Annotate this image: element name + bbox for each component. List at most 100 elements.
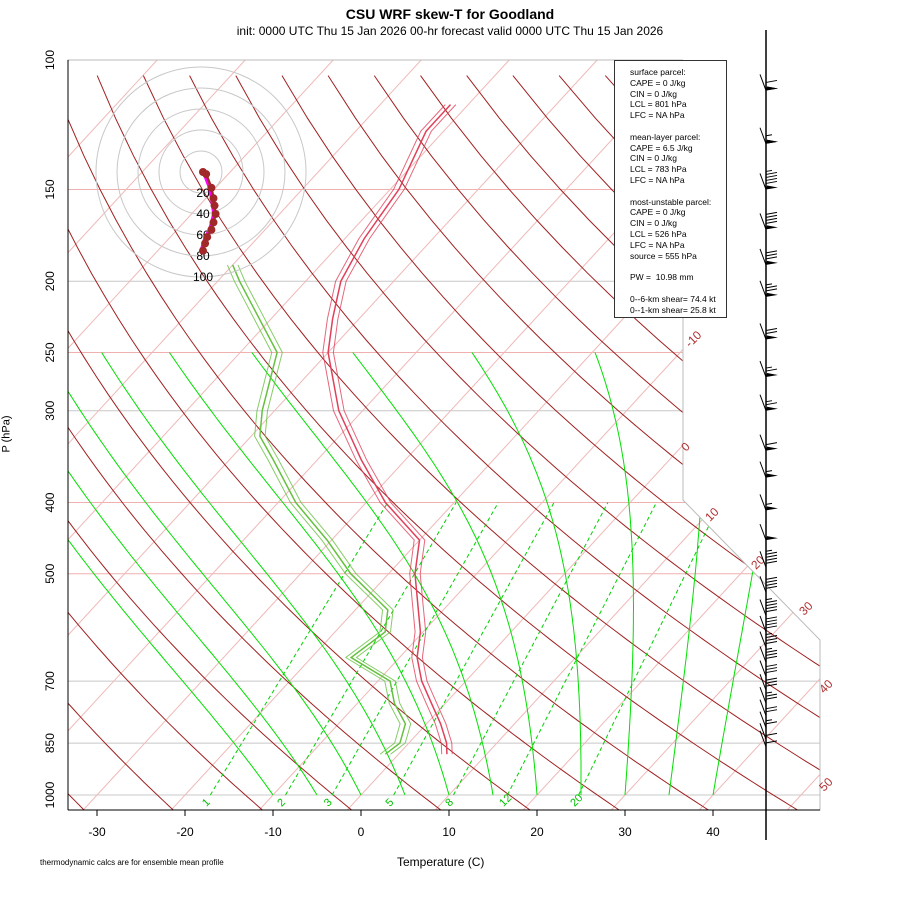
- barb-flag: [766, 335, 778, 340]
- mixing-ratio-label: 8: [443, 796, 456, 809]
- pressure-tick-label: 200: [43, 271, 57, 291]
- barb-feather: [765, 680, 778, 684]
- isotherm: [786, 60, 820, 810]
- temperature-member-line: [332, 104, 457, 755]
- mixing-ratio-label: 5: [384, 796, 397, 809]
- barb-half-feather: [765, 134, 773, 137]
- barb-shaft: [759, 523, 767, 541]
- hodograph-ring: [116, 87, 286, 257]
- barb-feather: [765, 402, 778, 406]
- barb-shaft: [759, 576, 767, 593]
- isotherm-label: -10: [682, 328, 704, 350]
- isotherm-label: 50: [816, 775, 836, 795]
- barb-feather: [765, 560, 778, 564]
- barb-feather: [765, 217, 778, 221]
- pressure-tick-label: 850: [43, 733, 57, 753]
- isotherm: [610, 60, 820, 810]
- barb-half-feather: [765, 502, 773, 505]
- info-line: LCL = 783 hPa: [630, 164, 687, 175]
- moist-adiabat: [352, 352, 538, 796]
- dry-adiabat: [327, 75, 820, 810]
- barb-feather: [765, 625, 778, 629]
- barb-feather: [765, 649, 778, 653]
- barb-shaft: [759, 173, 767, 190]
- wind-barb: [759, 576, 778, 593]
- barb-half-feather: [765, 169, 773, 172]
- barb-feather: [765, 551, 778, 555]
- barb-feather: [765, 740, 778, 744]
- wind-barb: [759, 434, 778, 451]
- dry-adiabat: [68, 75, 175, 810]
- wind-barb: [759, 549, 778, 568]
- barb-feather: [765, 579, 778, 583]
- info-line: surface parcel:: [630, 67, 686, 77]
- info-line: 0--6-km shear= 74.4 kt: [630, 293, 716, 304]
- barb-feather: [765, 693, 778, 697]
- info-line: LCL = 526 hPa: [630, 228, 687, 239]
- barb-flag: [766, 86, 778, 91]
- barb-shaft: [759, 280, 767, 298]
- barb-feather: [765, 696, 778, 700]
- info-line: [630, 283, 726, 294]
- temperature-tick-label: -20: [176, 825, 194, 839]
- wind-barb: [759, 211, 778, 230]
- wind-barb: [759, 248, 778, 266]
- isotherm: [522, 60, 820, 810]
- info-line: CAPE = 6.5 J/kg: [630, 142, 693, 153]
- info-line: CAPE = 0 J/kg: [630, 207, 686, 218]
- info-line: LFC = NA hPa: [630, 239, 685, 250]
- dry-adiabat: [235, 75, 820, 810]
- barb-feather: [765, 79, 778, 83]
- temperature-tick-label: 0: [358, 825, 365, 839]
- barb-feather: [765, 655, 778, 659]
- mixing-ratio-line: [578, 502, 721, 796]
- info-line: PW = 10.98 mm: [630, 272, 694, 283]
- info-line: CIN = 0 J/kg: [630, 218, 678, 229]
- pressure-tick-label: 500: [43, 563, 57, 583]
- wind-barb: [759, 494, 778, 511]
- pressure-tick-label: 400: [43, 492, 57, 512]
- moist-adiabat: [251, 352, 494, 796]
- barb-flag: [766, 406, 778, 411]
- barb-shaft: [759, 551, 767, 568]
- barb-feather: [765, 256, 778, 260]
- barb-feather: [765, 603, 778, 607]
- barb-feather: [765, 285, 778, 289]
- temperature-tick-label: -10: [264, 825, 282, 839]
- barb-flag: [766, 536, 778, 541]
- barb-feather: [765, 635, 778, 639]
- hodograph-point: [209, 194, 218, 203]
- wind-barb: [759, 169, 778, 190]
- hodograph-ring: [137, 108, 265, 236]
- dry-adiabat: [882, 76, 900, 811]
- barb-flag: [766, 446, 778, 451]
- moist-adiabat: [68, 352, 274, 796]
- isotherm: [698, 60, 820, 810]
- mixing-ratio-line: [331, 502, 499, 796]
- barb-half-feather: [765, 647, 773, 650]
- barb-feather: [765, 667, 778, 671]
- temperature-tick-label: 20: [530, 825, 544, 839]
- barb-shaft: [759, 360, 767, 378]
- barb-shaft: [759, 615, 767, 633]
- isotherm: [68, 60, 629, 810]
- hodograph-point: [203, 233, 212, 242]
- barb-shaft: [759, 461, 767, 478]
- pressure-tick-label: 1000: [43, 781, 57, 808]
- info-line: 0--1-km shear= 25.8 kt: [630, 304, 716, 315]
- barb-feather: [765, 177, 778, 181]
- barb-shaft: [759, 631, 767, 648]
- wind-barb: [759, 730, 778, 748]
- mixing-ratio-line: [453, 502, 609, 796]
- hodograph-point: [207, 225, 216, 234]
- temperature-line: [327, 104, 452, 755]
- barb-shaft: [759, 699, 767, 716]
- barb-feather: [765, 250, 778, 254]
- info-line: [630, 186, 726, 197]
- barb-shaft: [759, 323, 767, 340]
- barb-feather: [765, 609, 778, 613]
- barb-feather: [765, 180, 778, 184]
- info-line: CIN = 0 J/kg: [630, 153, 678, 164]
- barb-shaft: [759, 686, 767, 704]
- chart-subtitle: init: 0000 UTC Thu 15 Jan 2026 00-hr for…: [236, 24, 664, 38]
